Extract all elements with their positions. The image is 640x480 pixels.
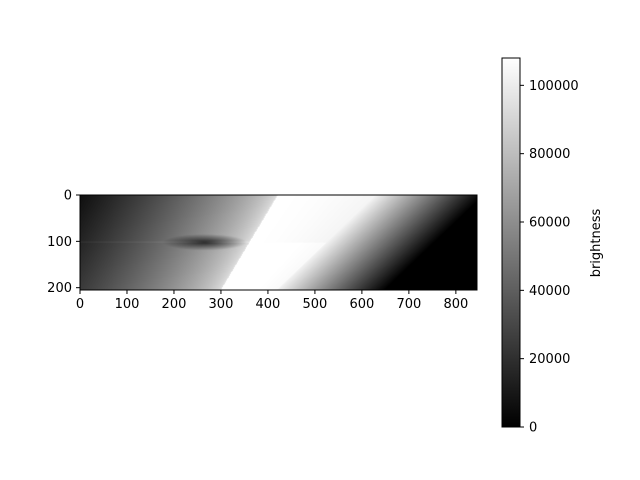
- plot-frame: [79, 194, 478, 291]
- colorbar-tick-label: 100000: [529, 79, 579, 94]
- colorbar-tick-label: 0: [529, 421, 537, 436]
- x-tick-label: 700: [396, 297, 421, 312]
- colorbar-tick-label: 60000: [529, 216, 570, 231]
- x-tick-label: 0: [76, 297, 84, 312]
- x-tick-label: 500: [302, 297, 327, 312]
- y-tick-label: 100: [47, 235, 72, 250]
- x-tick-label: 200: [162, 297, 187, 312]
- x-tick-label: 600: [349, 297, 374, 312]
- x-tick-label: 300: [209, 297, 234, 312]
- x-axis: 0 100 200 300 400 500 600 700 800: [76, 290, 468, 312]
- y-axis: 0 100 200: [47, 189, 80, 296]
- colorbar: [501, 57, 521, 428]
- colorbar-tick-label: 20000: [529, 352, 570, 367]
- y-tick-label: 0: [64, 189, 72, 204]
- colorbar-tick-label: 80000: [529, 147, 570, 162]
- heatmap-image: [80, 195, 477, 290]
- colorbar-axis: 0 20000 40000 60000 80000 100000: [520, 79, 579, 436]
- colorbar-label: brightness: [589, 208, 604, 277]
- x-tick-label: 400: [256, 297, 281, 312]
- x-tick-label: 800: [443, 297, 468, 312]
- colorbar-tick-label: 40000: [529, 284, 570, 299]
- heatmap-raster: [80, 195, 477, 290]
- y-tick-label: 200: [47, 281, 72, 296]
- x-tick-label: 100: [115, 297, 140, 312]
